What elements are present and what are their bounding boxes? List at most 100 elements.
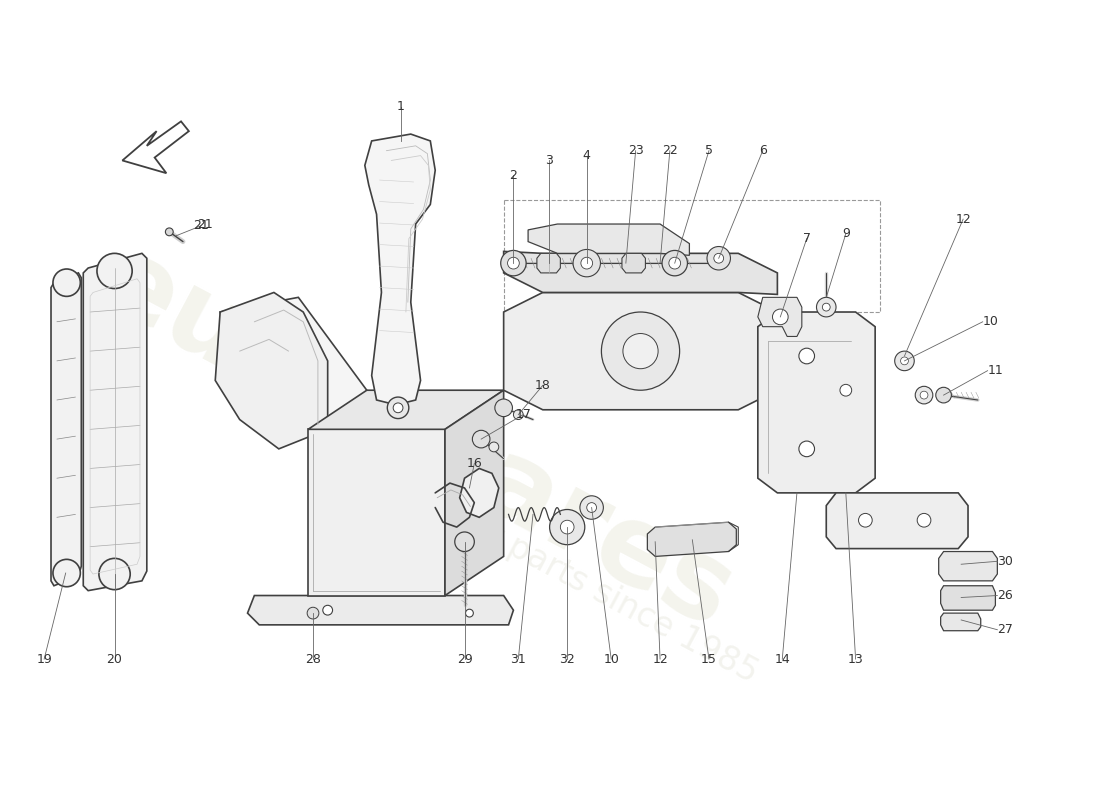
Text: 11: 11	[988, 364, 1003, 377]
Circle shape	[53, 269, 80, 296]
Text: 31: 31	[510, 653, 526, 666]
Circle shape	[580, 496, 604, 519]
Circle shape	[799, 348, 814, 364]
Polygon shape	[826, 493, 968, 549]
Circle shape	[507, 258, 519, 269]
Text: 7: 7	[803, 232, 811, 245]
Text: 29: 29	[456, 653, 472, 666]
Circle shape	[586, 502, 596, 513]
Circle shape	[573, 250, 601, 277]
Circle shape	[915, 386, 933, 404]
Circle shape	[560, 520, 574, 534]
Circle shape	[772, 309, 788, 325]
Polygon shape	[248, 595, 514, 625]
Bar	[504, 199, 880, 312]
Polygon shape	[216, 293, 328, 449]
Circle shape	[393, 403, 403, 413]
Circle shape	[514, 410, 524, 419]
Text: 20: 20	[107, 653, 122, 666]
Polygon shape	[648, 522, 736, 557]
Polygon shape	[460, 469, 498, 518]
Circle shape	[816, 298, 836, 317]
Polygon shape	[504, 293, 778, 410]
Text: 14: 14	[774, 653, 790, 666]
Text: 9: 9	[842, 227, 850, 240]
Polygon shape	[220, 298, 366, 430]
Text: eurospares: eurospares	[80, 227, 751, 651]
Text: 17: 17	[515, 408, 531, 421]
Text: 10: 10	[603, 653, 619, 666]
Text: 4: 4	[583, 149, 591, 162]
Text: 32: 32	[559, 653, 575, 666]
Circle shape	[495, 399, 513, 417]
Polygon shape	[940, 613, 981, 630]
Polygon shape	[528, 224, 690, 255]
Circle shape	[307, 607, 319, 619]
Circle shape	[490, 442, 498, 452]
Circle shape	[500, 250, 526, 276]
Text: 26: 26	[998, 589, 1013, 602]
Polygon shape	[940, 586, 996, 610]
Circle shape	[707, 246, 730, 270]
Circle shape	[550, 510, 585, 545]
Text: 12: 12	[652, 653, 668, 666]
Circle shape	[920, 391, 928, 399]
Polygon shape	[446, 390, 504, 595]
Polygon shape	[122, 122, 189, 173]
Circle shape	[662, 250, 688, 276]
Polygon shape	[938, 551, 998, 581]
Polygon shape	[365, 134, 436, 405]
Circle shape	[917, 514, 931, 527]
Text: 1: 1	[397, 100, 405, 114]
Text: 6: 6	[759, 144, 767, 158]
Text: 3: 3	[544, 154, 552, 167]
Text: 5: 5	[705, 144, 713, 158]
Polygon shape	[758, 312, 876, 493]
Text: 12: 12	[955, 213, 971, 226]
Polygon shape	[51, 273, 81, 586]
Circle shape	[465, 610, 473, 617]
Polygon shape	[504, 251, 778, 294]
Circle shape	[602, 312, 680, 390]
Circle shape	[714, 254, 724, 263]
Circle shape	[387, 397, 409, 418]
Circle shape	[53, 559, 80, 586]
Polygon shape	[84, 254, 146, 590]
Text: 19: 19	[36, 653, 52, 666]
Circle shape	[472, 430, 490, 448]
Text: a passion for parts since 1985: a passion for parts since 1985	[302, 423, 763, 690]
Circle shape	[823, 303, 830, 311]
Circle shape	[840, 384, 851, 396]
Text: 2: 2	[509, 169, 517, 182]
Circle shape	[894, 351, 914, 370]
Circle shape	[454, 532, 474, 551]
Circle shape	[322, 606, 332, 615]
Circle shape	[799, 441, 814, 457]
Circle shape	[858, 514, 872, 527]
Circle shape	[97, 254, 132, 289]
Text: 28: 28	[305, 653, 321, 666]
Text: 23: 23	[628, 144, 643, 158]
Polygon shape	[308, 430, 446, 595]
Polygon shape	[621, 254, 646, 273]
Text: 21: 21	[198, 218, 213, 230]
Circle shape	[936, 387, 952, 403]
Text: 21: 21	[192, 219, 209, 233]
Circle shape	[669, 258, 681, 269]
Circle shape	[623, 334, 658, 369]
Text: 10: 10	[982, 315, 999, 328]
Text: 13: 13	[848, 653, 864, 666]
Circle shape	[99, 558, 130, 590]
Text: 27: 27	[998, 623, 1013, 636]
Text: 15: 15	[701, 653, 717, 666]
Polygon shape	[308, 390, 504, 430]
Circle shape	[901, 357, 909, 365]
Text: 16: 16	[466, 457, 482, 470]
Circle shape	[165, 228, 173, 236]
Text: 18: 18	[535, 379, 551, 392]
Circle shape	[581, 258, 593, 269]
Text: 22: 22	[662, 144, 678, 158]
Text: 30: 30	[998, 555, 1013, 568]
Polygon shape	[537, 254, 560, 273]
Polygon shape	[758, 298, 802, 337]
